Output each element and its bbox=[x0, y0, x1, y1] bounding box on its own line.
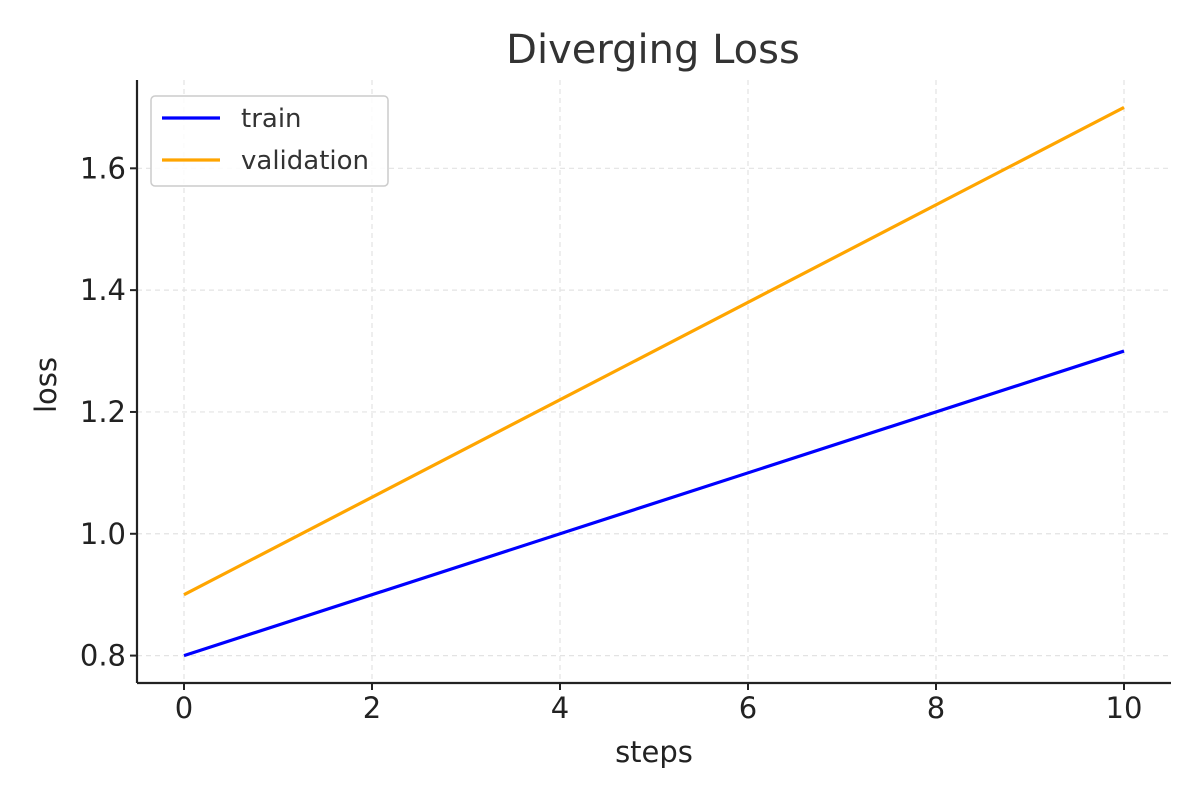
x-tick-label: 4 bbox=[551, 691, 569, 725]
y-tick-label: 1.0 bbox=[80, 517, 126, 551]
y-tick-label: 1.2 bbox=[80, 395, 126, 429]
x-axis-ticks: 0 2 4 6 8 10 bbox=[175, 683, 1143, 725]
series-lines bbox=[183, 105, 1125, 658]
y-axis-label: loss bbox=[29, 357, 63, 413]
x-tick-label: 6 bbox=[739, 691, 757, 725]
legend: train validation bbox=[150, 95, 389, 187]
series-line-train bbox=[183, 349, 1125, 658]
legend-label-train: train bbox=[241, 104, 302, 134]
y-axis-ticks: 0.8 1.0 1.2 1.4 1.6 bbox=[80, 151, 137, 673]
y-tick-label: 1.6 bbox=[80, 151, 126, 185]
x-tick-label: 0 bbox=[175, 691, 193, 725]
x-axis-label: steps bbox=[615, 735, 693, 769]
legend-label-validation: validation bbox=[241, 146, 369, 176]
x-tick-label: 2 bbox=[363, 691, 381, 725]
chart-title: Diverging Loss bbox=[506, 27, 800, 73]
y-tick-label: 1.4 bbox=[80, 273, 126, 307]
y-tick-label: 0.8 bbox=[80, 639, 126, 673]
x-tick-label: 8 bbox=[927, 691, 945, 725]
grid bbox=[137, 80, 1171, 683]
x-tick-label: 10 bbox=[1106, 691, 1143, 725]
series-line-validation bbox=[183, 105, 1125, 597]
